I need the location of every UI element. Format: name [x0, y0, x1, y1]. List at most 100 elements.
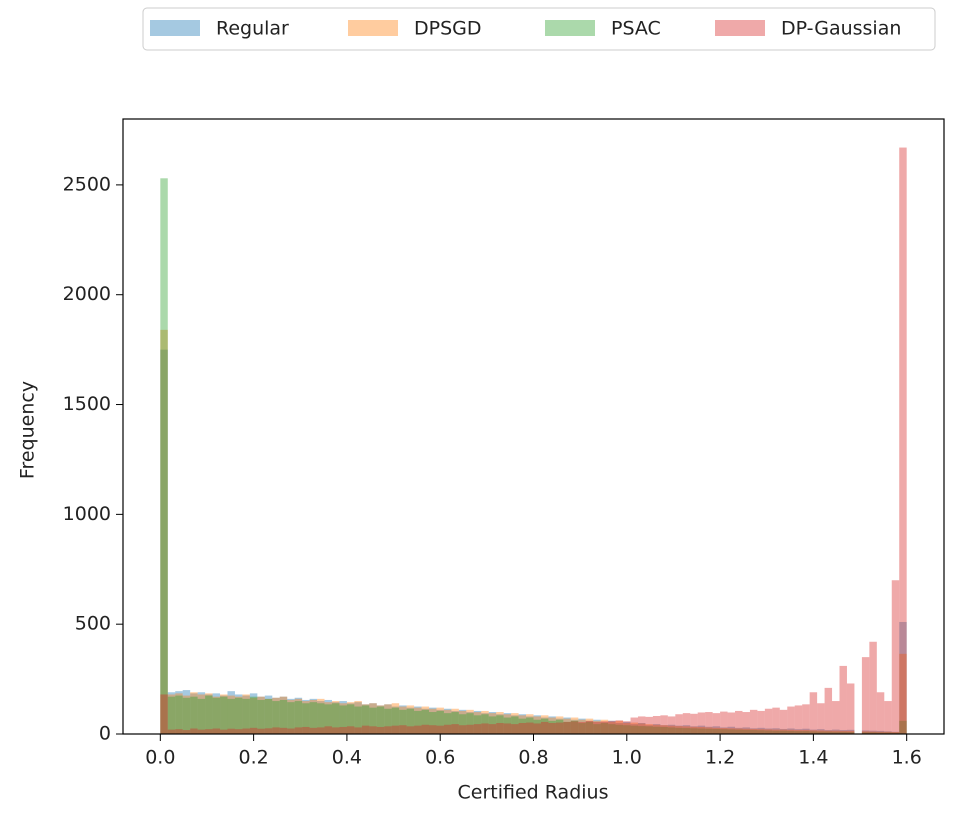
- bar: [802, 728, 810, 734]
- bar: [227, 691, 235, 734]
- bar: [809, 730, 818, 734]
- bar: [354, 701, 362, 734]
- bar: [458, 709, 467, 734]
- bar: [832, 731, 840, 734]
- bar: [190, 728, 198, 734]
- bar: [227, 695, 235, 734]
- bar: [518, 715, 527, 734]
- bar: [824, 730, 833, 734]
- bar: [257, 696, 265, 734]
- bar: [623, 721, 631, 734]
- bar: [578, 723, 586, 734]
- bar: [511, 724, 519, 734]
- bar: [846, 730, 855, 734]
- bar: [518, 714, 527, 734]
- bar: [794, 731, 803, 734]
- bar: [361, 725, 370, 734]
- bar: [548, 723, 556, 734]
- bar: [272, 727, 280, 734]
- bar: [429, 725, 437, 734]
- bar: [406, 726, 415, 734]
- bar: [339, 705, 347, 734]
- bar: [488, 713, 497, 734]
- bar: [608, 720, 616, 734]
- bar: [302, 701, 310, 734]
- bar: [705, 728, 713, 734]
- bar: [548, 717, 556, 734]
- bar: [287, 702, 295, 734]
- bar: [436, 725, 444, 734]
- bar: [488, 724, 497, 734]
- bar: [705, 727, 713, 734]
- bar: [540, 715, 549, 734]
- bar: [682, 713, 691, 734]
- bar: [540, 717, 549, 734]
- bar: [264, 695, 273, 734]
- bar: [354, 706, 362, 734]
- bar: [249, 693, 258, 734]
- bar: [354, 702, 362, 734]
- bar: [832, 701, 840, 734]
- bar: [481, 723, 489, 734]
- bar: [712, 727, 721, 734]
- bar: [623, 723, 631, 734]
- bar: [660, 726, 668, 734]
- bar: [503, 714, 512, 734]
- bar: [802, 704, 810, 734]
- bar: [869, 732, 877, 734]
- bar: [839, 665, 847, 734]
- bar: [242, 728, 250, 734]
- bar: [526, 716, 534, 734]
- bar: [861, 657, 870, 734]
- bar: [212, 697, 221, 734]
- bar: [779, 728, 788, 734]
- bar: [443, 713, 452, 734]
- bar: [331, 727, 340, 734]
- bar: [302, 699, 310, 734]
- legend-label: Regular: [216, 18, 289, 40]
- bar: [391, 703, 400, 734]
- bar: [861, 732, 870, 734]
- bar: [600, 721, 609, 734]
- bar: [369, 703, 377, 734]
- bar: [197, 729, 206, 734]
- bar: [846, 732, 855, 734]
- bar: [466, 712, 474, 734]
- bar: [369, 707, 377, 734]
- bar: [630, 724, 638, 734]
- bar: [652, 724, 661, 734]
- bar: [809, 692, 818, 734]
- bar: [234, 697, 243, 734]
- bar: [757, 729, 765, 734]
- bar: [294, 698, 303, 734]
- bar: [869, 641, 877, 734]
- bar: [839, 730, 847, 734]
- bar: [630, 725, 638, 734]
- bar: [667, 724, 676, 734]
- bar: [891, 732, 900, 734]
- bar: [794, 705, 803, 734]
- x-axis-label: Certified Radius: [458, 782, 609, 804]
- y-tick-label: 500: [75, 613, 111, 635]
- bar: [712, 726, 721, 734]
- bar: [361, 704, 370, 734]
- bar: [182, 697, 191, 734]
- bar: [309, 699, 318, 734]
- bar: [264, 698, 273, 734]
- bar: [466, 713, 474, 734]
- bar: [212, 693, 221, 734]
- bar: [608, 724, 616, 734]
- bar: [182, 695, 191, 734]
- bar: [331, 703, 340, 734]
- bar: [585, 720, 594, 734]
- bar: [272, 697, 280, 734]
- bar: [667, 727, 676, 734]
- legend-swatch: [715, 20, 765, 36]
- bar: [570, 721, 579, 734]
- x-tick-label: 0.6: [425, 747, 455, 769]
- bar: [376, 705, 385, 734]
- bar: [779, 730, 788, 734]
- bar: [817, 703, 825, 734]
- bar: [645, 725, 653, 734]
